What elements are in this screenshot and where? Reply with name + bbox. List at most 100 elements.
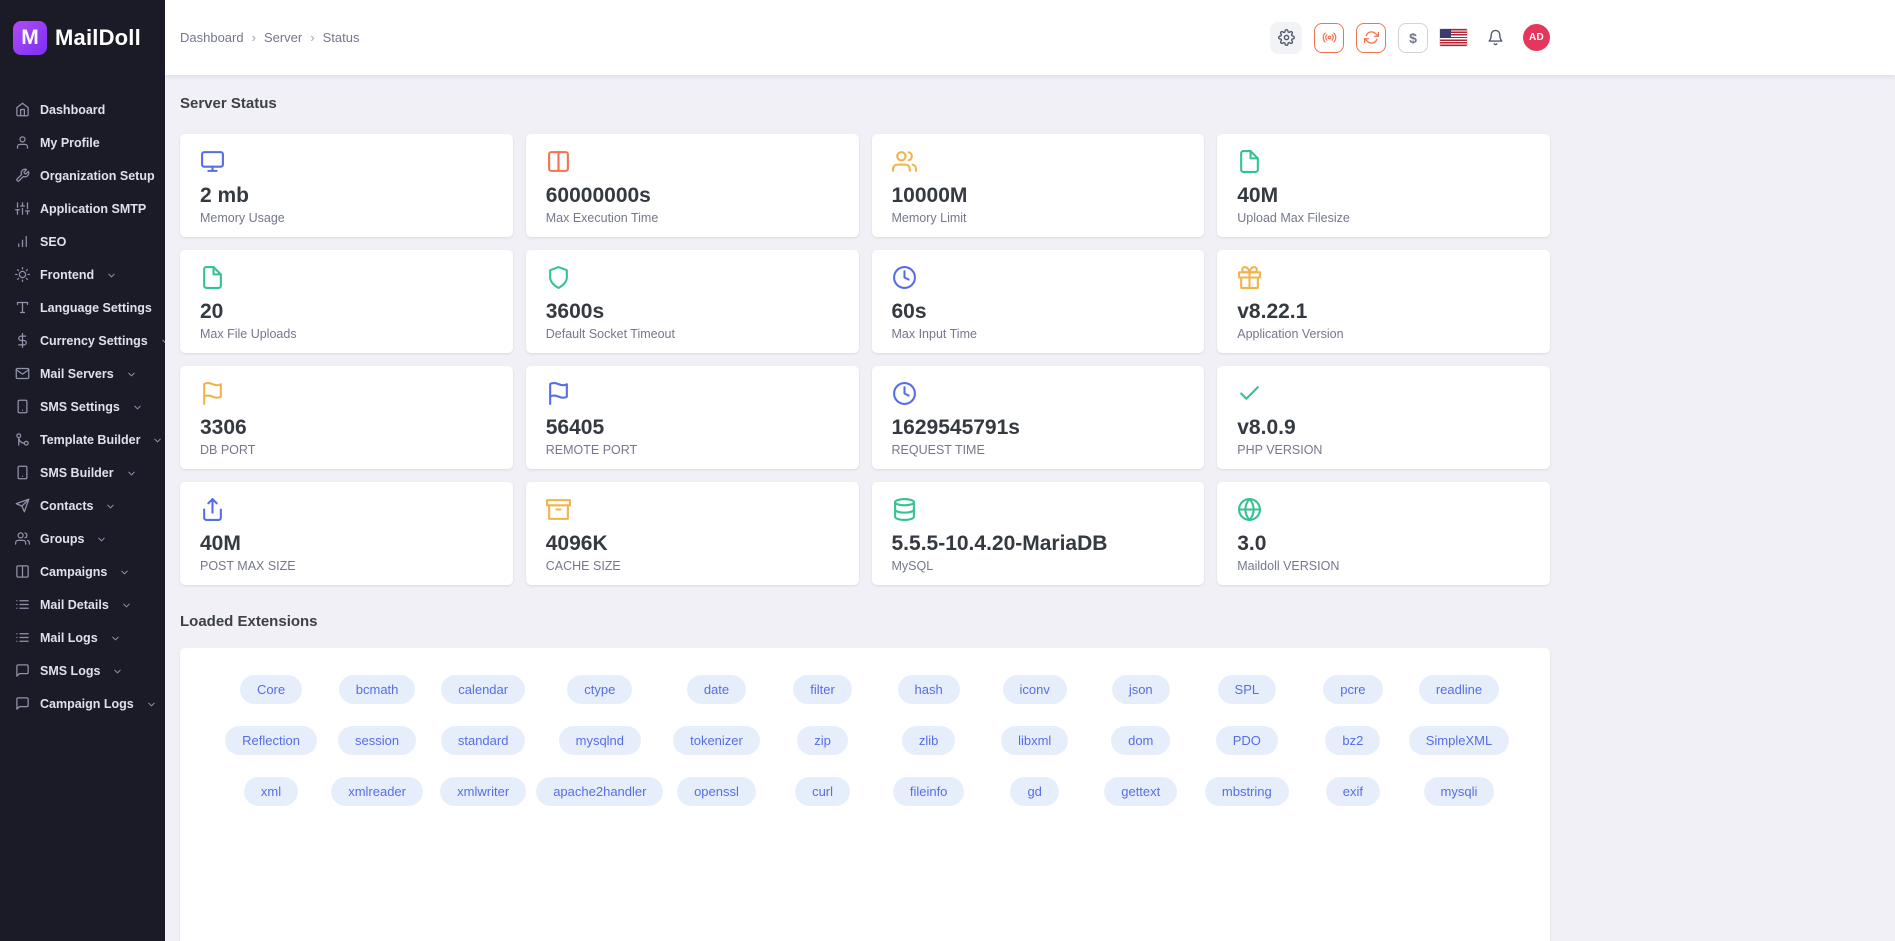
stat-label: POST MAX SIZE — [200, 559, 296, 574]
extension-cell: mysqli — [1406, 777, 1512, 806]
currency-button[interactable]: $ — [1398, 22, 1428, 53]
server-status-grid: 2 mb Memory Usage 60000000s Max Execution T… — [180, 134, 1550, 585]
extension-chip-filter: filter — [793, 675, 852, 704]
stat-label: Memory Limit — [891, 211, 967, 226]
language-flag-button[interactable] — [1440, 29, 1467, 46]
sidebar-item-sms-builder[interactable]: SMS Builder — [0, 456, 165, 489]
extension-cell: xmlreader — [324, 777, 430, 806]
extension-chip-xml: xml — [243, 777, 299, 806]
extension-cell: filter — [770, 675, 876, 704]
chevron-down-icon — [121, 600, 132, 611]
breadcrumb-item-dashboard[interactable]: Dashboard — [180, 30, 244, 45]
stat-card-default-socket-timeout: 3600s Default Socket Timeout — [525, 250, 859, 353]
sidebar-item-application-smtp[interactable]: Application SMTP — [0, 192, 165, 225]
chevron-down-icon — [152, 435, 163, 446]
notifications-button[interactable] — [1479, 22, 1511, 54]
sidebar-item-campaign-logs[interactable]: Campaign Logs — [0, 687, 165, 720]
sidebar-item-label: Campaign Logs — [40, 696, 134, 711]
extension-cell: apache2handler — [536, 777, 664, 806]
extension-cell: ctype — [536, 675, 663, 704]
extension-cell: curl — [770, 777, 876, 806]
extension-cell: json — [1088, 675, 1194, 704]
monitor-icon — [200, 149, 225, 174]
sidebar-item-mail-details[interactable]: Mail Details — [0, 588, 165, 621]
refresh-button[interactable] — [1356, 22, 1386, 53]
sidebar-item-mail-servers[interactable]: Mail Servers — [0, 357, 165, 390]
sidebar-menu: Dashboard My Profile Organization Setup App… — [0, 75, 173, 720]
database-icon — [892, 497, 917, 522]
sidebar-item-template-builder[interactable]: Template Builder — [0, 423, 165, 456]
sidebar-item-frontend[interactable]: Frontend — [0, 258, 165, 291]
extension-chip-pdo: PDO — [1215, 726, 1278, 755]
extension-cell: zlib — [876, 726, 982, 755]
sidebar-item-dashboard[interactable]: Dashboard — [0, 93, 165, 126]
extension-cell: readline — [1406, 675, 1512, 704]
sidebar-item-language-settings[interactable]: Language Settings — [0, 291, 173, 324]
stat-label: Memory Usage — [200, 211, 285, 226]
sidebar-item-groups[interactable]: Groups — [0, 522, 165, 555]
logo[interactable]: M MailDoll — [0, 0, 165, 75]
extension-cell: mbstring — [1194, 777, 1300, 806]
extension-cell: gettext — [1088, 777, 1194, 806]
extension-cell: SimpleXML — [1406, 726, 1512, 755]
stat-label: DB PORT — [200, 443, 256, 458]
chevron-down-icon — [110, 633, 121, 644]
stat-card-cache-size: 4096K CACHE SIZE — [525, 482, 859, 585]
chevron-down-icon — [112, 666, 123, 677]
extension-cell: standard — [430, 726, 536, 755]
extension-cell: hash — [876, 675, 982, 704]
extension-chip-spl: SPL — [1217, 675, 1277, 704]
sidebar-item-label: Currency Settings — [40, 333, 148, 348]
sidebar-item-contacts[interactable]: Contacts — [0, 489, 165, 522]
topbar-inner: Dashboard › Server › Status $ — [165, 0, 1565, 75]
breadcrumb-item-status: Status — [322, 30, 360, 45]
main-content: Server Status 2 mb Memory Usage 60000000s M… — [165, 75, 1565, 941]
smartphone-icon — [15, 465, 30, 480]
list-icon — [15, 630, 30, 645]
extension-cell: openssl — [663, 777, 769, 806]
sidebar-item-campaigns[interactable]: Campaigns — [0, 555, 165, 588]
users-icon — [15, 531, 30, 546]
users-icon — [891, 149, 917, 174]
share-icon — [200, 497, 225, 522]
stat-value: 5.5.5-10.4.20-MariaDB — [891, 532, 1108, 555]
extension-chip-gd: gd — [1010, 777, 1059, 806]
sidebar-item-my-profile[interactable]: My Profile — [0, 126, 165, 159]
stat-card-post-max-size: 40M POST MAX SIZE — [180, 482, 513, 585]
git-merge-icon — [15, 432, 30, 447]
stat-value: 60000000s — [545, 184, 651, 207]
refresh-icon — [1363, 30, 1379, 45]
extension-cell: calendar — [430, 675, 536, 704]
sidebar-item-seo[interactable]: SEO — [0, 225, 165, 258]
extension-chip-gettext: gettext — [1104, 777, 1178, 806]
extension-chip-curl: curl — [795, 777, 851, 806]
stat-label: REQUEST TIME — [891, 443, 985, 458]
broadcast-button[interactable] — [1314, 22, 1344, 53]
sidebar-item-currency-settings[interactable]: Currency Settings — [0, 324, 169, 357]
stat-value: 4096K — [545, 532, 608, 555]
sidebar-item-organization-setup[interactable]: Organization Setup — [0, 159, 165, 192]
stat-card-request-time: 1629545791s REQUEST TIME — [871, 366, 1205, 469]
stat-card-max-execution-time: 60000000s Max Execution Time — [525, 134, 859, 237]
stat-value: 3600s — [545, 300, 605, 323]
settings-button[interactable] — [1270, 21, 1302, 54]
stat-value: 2 mb — [200, 184, 250, 207]
list-icon — [15, 597, 30, 612]
extension-cell: session — [324, 726, 430, 755]
sidebar-item-sms-logs[interactable]: SMS Logs — [0, 654, 165, 687]
logo-icon: M — [13, 20, 47, 55]
tool-icon — [15, 168, 30, 183]
sidebar-item-mail-logs[interactable]: Mail Logs — [0, 621, 165, 654]
avatar[interactable]: AD — [1523, 24, 1550, 51]
sidebar-item-label: Mail Details — [40, 597, 109, 612]
stat-value: 60s — [891, 300, 927, 323]
sidebar-item-sms-settings[interactable]: SMS Settings — [0, 390, 165, 423]
breadcrumb-item-server[interactable]: Server — [263, 30, 303, 45]
stat-label: Default Socket Timeout — [545, 327, 675, 342]
chevron-down-icon — [126, 468, 137, 479]
type-icon — [15, 300, 30, 315]
chevron-down-icon — [132, 402, 143, 413]
extension-chip-standard: standard — [440, 726, 526, 755]
stat-value: 40M — [200, 532, 241, 555]
